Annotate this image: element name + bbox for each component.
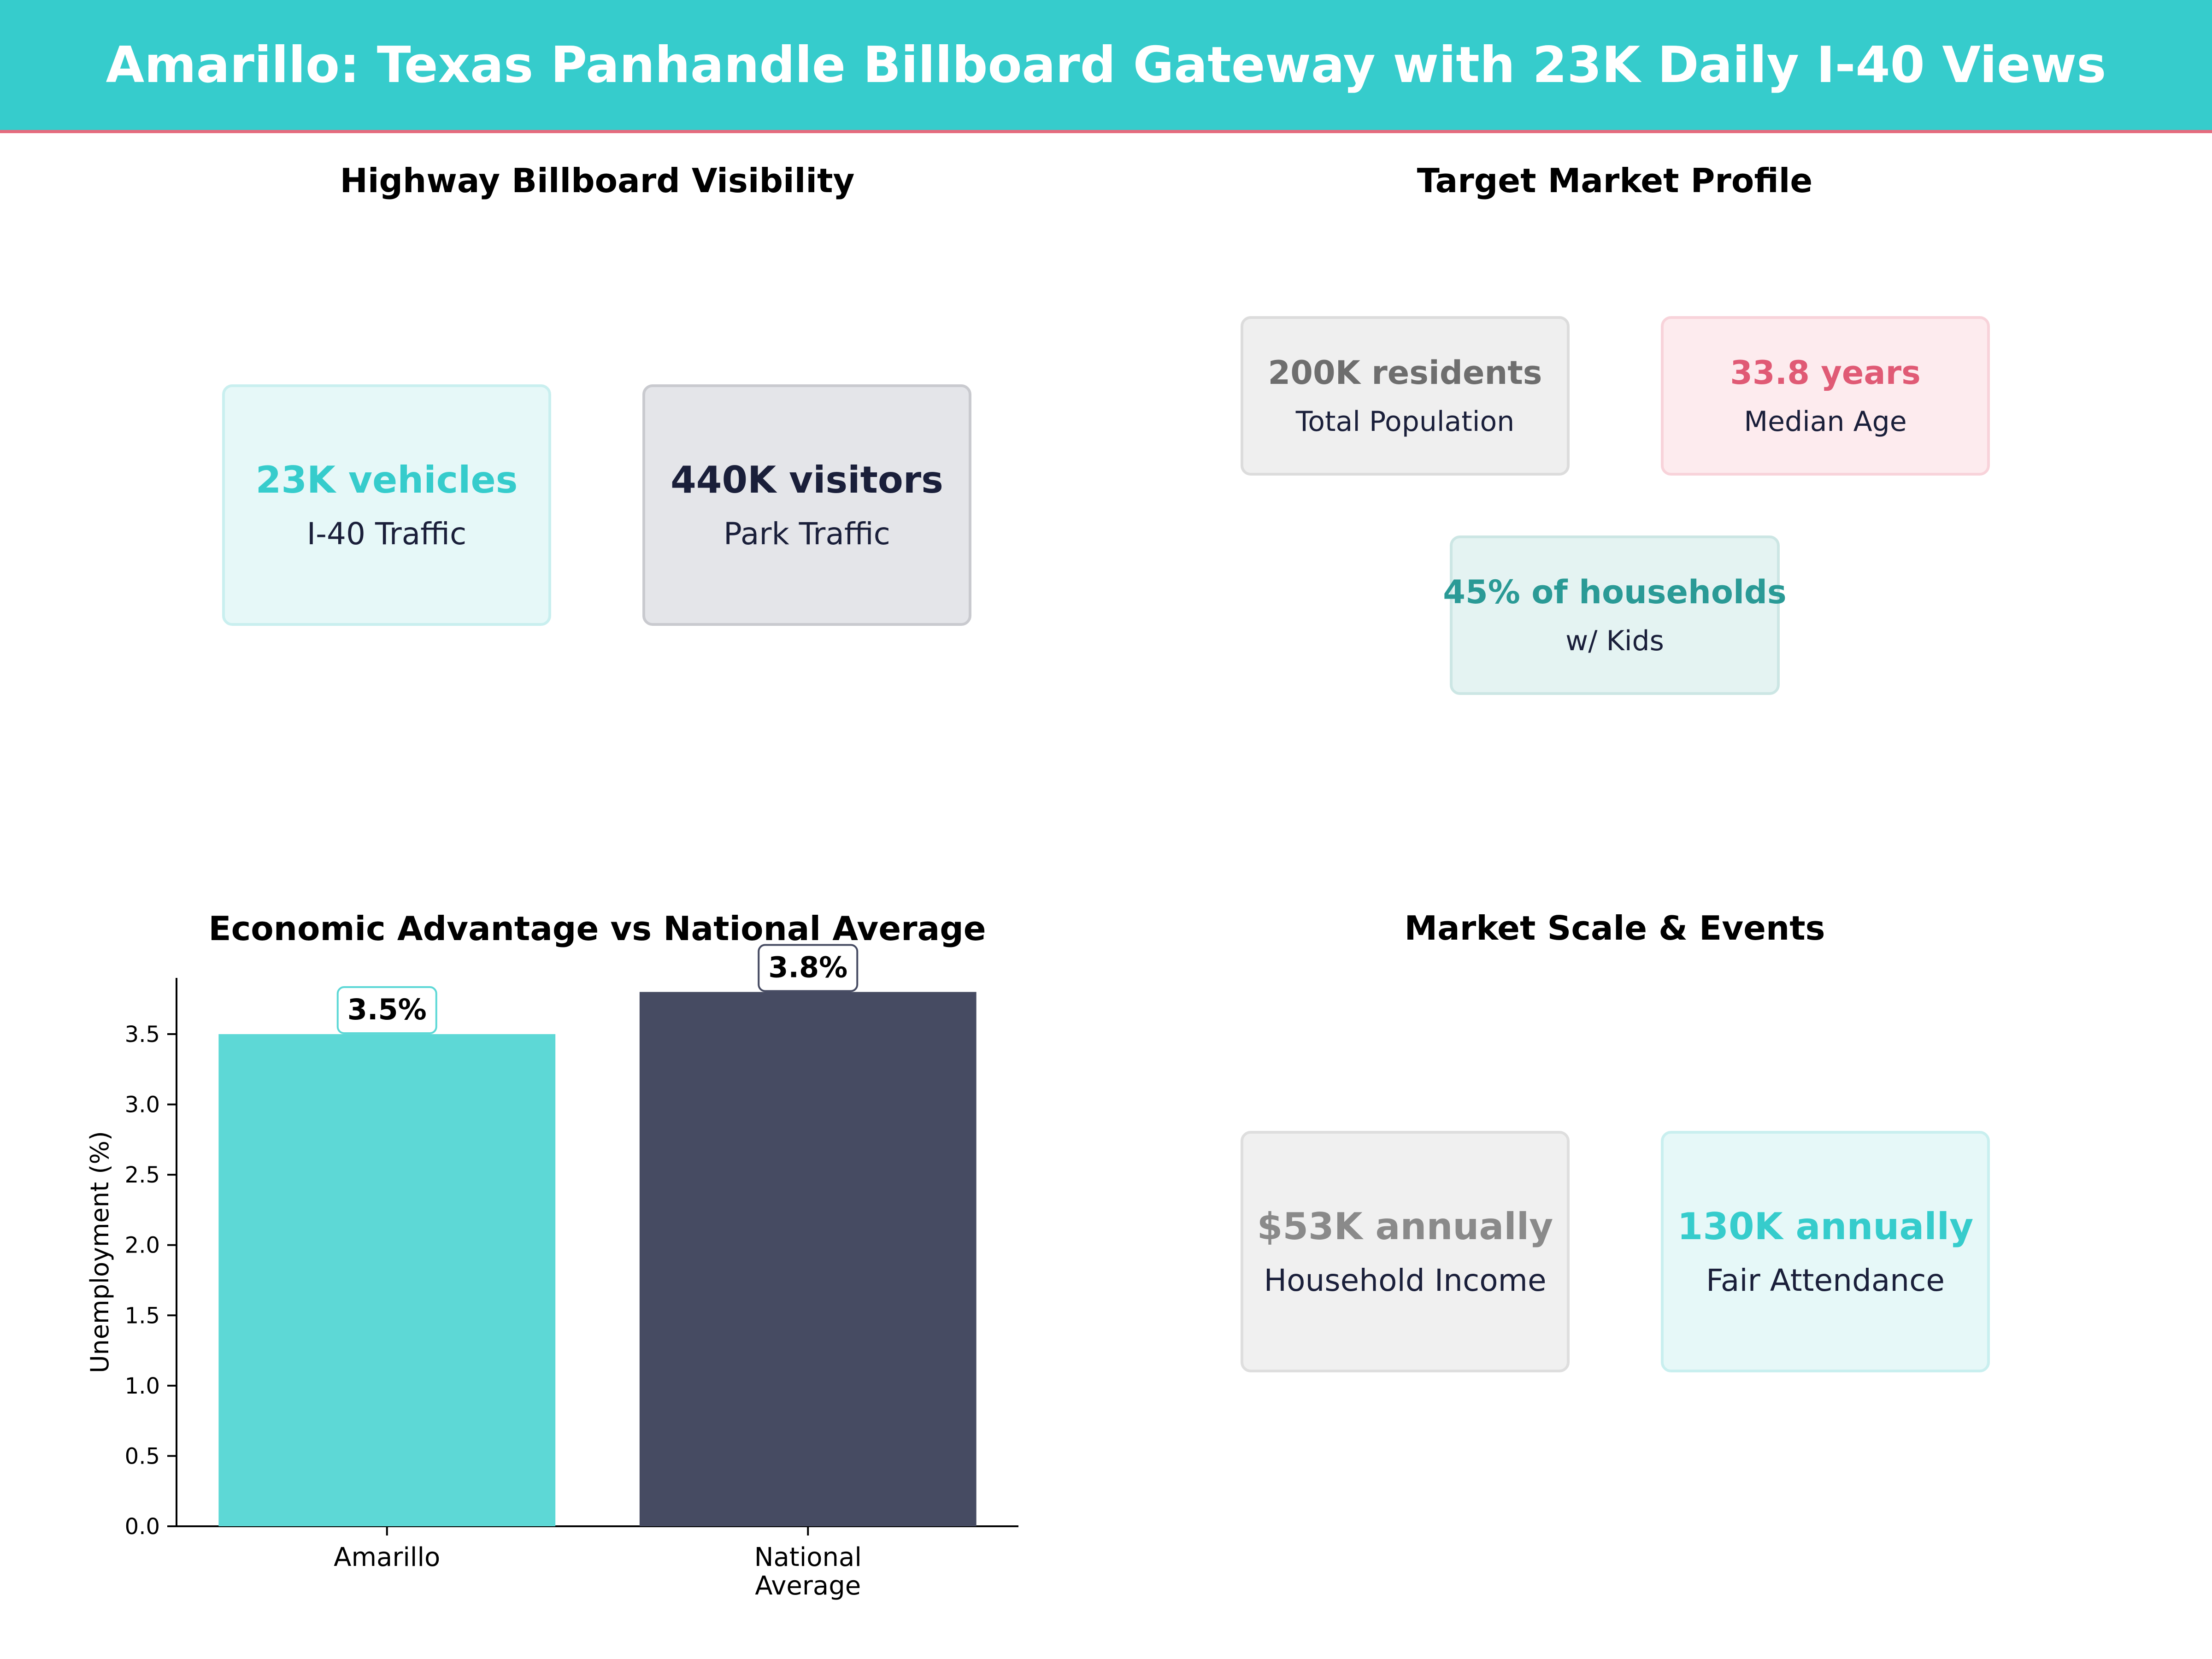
header-banner: Amarillo: Texas Panhandle Billboard Gate… (0, 0, 2212, 133)
y-tick-label: 0.5 (125, 1443, 160, 1469)
highway-panel-title: Highway Billboard Visibility (340, 161, 855, 200)
data-label: 3.5% (347, 993, 427, 1026)
i40-traffic-value: 23K vehicles (255, 459, 518, 501)
bar (218, 1034, 556, 1526)
park-traffic-value: 440K visitors (671, 459, 943, 501)
park-traffic-label: Park Traffic (724, 516, 890, 552)
data-label-box (758, 944, 859, 992)
y-axis-label: Unemployment (%) (85, 1131, 114, 1373)
households-kids-card: 45% of households w/ Kids (1443, 535, 1787, 695)
i40-traffic-card: 23K vehicles I-40 Traffic (222, 384, 551, 626)
i40-traffic-label: I-40 Traffic (306, 516, 467, 552)
household-income-value: $53K annually (1257, 1205, 1553, 1248)
population-card: 200K residents Total Population (1241, 316, 1570, 476)
bar (639, 992, 977, 1526)
scale-panel-title: Market Scale & Events (1404, 909, 1825, 947)
y-tick-label: 3.5 (125, 1022, 160, 1047)
median-age-label: Median Age (1744, 406, 1907, 438)
x-tick-label: National (754, 1542, 862, 1572)
y-tick-label: 2.5 (125, 1162, 160, 1188)
chart-title: Economic Advantage vs National Average (208, 909, 986, 948)
y-tick-label: 3.0 (125, 1092, 160, 1118)
fair-attendance-label: Fair Attendance (1706, 1263, 1945, 1298)
data-label: 3.8% (768, 951, 847, 984)
market-panel-title: Target Market Profile (1417, 161, 1813, 200)
y-tick-label: 2.0 (125, 1233, 160, 1259)
median-age-value: 33.8 years (1730, 354, 1921, 392)
page-title: Amarillo: Texas Panhandle Billboard Gate… (106, 36, 2106, 94)
y-tick-label: 1.0 (125, 1373, 160, 1399)
fair-attendance-value: 130K annually (1677, 1205, 1974, 1248)
median-age-card: 33.8 years Median Age (1661, 316, 1990, 476)
households-kids-value: 45% of households (1443, 573, 1787, 611)
y-tick-label: 0.0 (125, 1514, 160, 1540)
data-label-box (336, 986, 437, 1035)
population-label: Total Population (1295, 406, 1515, 438)
y-tick-label: 1.5 (125, 1303, 160, 1329)
fair-attendance-card: 130K annually Fair Attendance (1661, 1131, 1990, 1372)
household-income-card: $53K annually Household Income (1241, 1131, 1570, 1372)
x-tick-label: Average (755, 1571, 861, 1601)
x-tick-label: Amarillo (334, 1542, 440, 1572)
population-value: 200K residents (1268, 354, 1542, 392)
households-kids-label: w/ Kids (1565, 625, 1664, 657)
park-traffic-card: 440K visitors Park Traffic (642, 384, 971, 626)
household-income-label: Household Income (1264, 1263, 1547, 1298)
